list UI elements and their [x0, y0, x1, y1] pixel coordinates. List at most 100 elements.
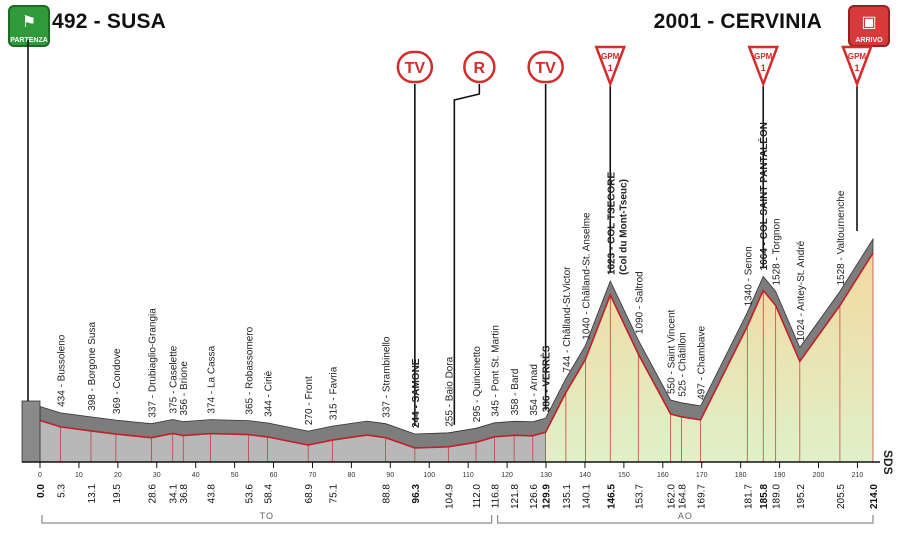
place-label: 337 - Strambinello — [382, 336, 393, 418]
x-tick-label: 140 — [579, 472, 591, 479]
place-label: 375 - Caselette — [169, 345, 180, 413]
km-label: 88.8 — [382, 484, 393, 504]
x-tick-label: 210 — [852, 472, 864, 479]
finish-flag-icon: ▣ — [861, 14, 877, 31]
km-label: 5.3 — [57, 484, 68, 498]
place-label: 315 - Favria — [328, 366, 339, 420]
place-label: 434 - Bussoleno — [57, 334, 68, 407]
x-tick-label: 180 — [735, 472, 747, 479]
gpm-icon — [594, 45, 627, 88]
place-label: 1528 - Valtournenche — [836, 190, 847, 285]
place-label: 354 - Arnad — [529, 364, 540, 416]
gpm-category: 1 — [761, 63, 766, 73]
place-label: 369 - Condove — [112, 348, 123, 414]
gpm-category: 1 — [854, 63, 859, 73]
place-label: 1664 - COL SAINT PANTALÉON — [757, 122, 770, 270]
place-label: 1024 - Antey-St. André — [796, 240, 807, 341]
x-tick-label: 190 — [774, 472, 786, 479]
place-label: 374 - La Cassa — [207, 345, 218, 413]
km-label: 185.8 — [759, 484, 770, 509]
finish-title: 2001 - CERVINIA — [653, 10, 822, 33]
place-sublabel: (Col du Mont-Tseuc) — [618, 179, 629, 275]
place-label: 1340 - Senon — [743, 246, 754, 306]
marker-r-label: R — [474, 60, 486, 77]
km-label: 135.1 — [562, 484, 573, 509]
x-tick-label: 110 — [463, 472, 474, 479]
x-tick-label: 160 — [657, 472, 669, 479]
region-label: TO — [260, 511, 274, 521]
km-label: 28.6 — [147, 484, 158, 504]
km-label: 13.1 — [87, 484, 98, 504]
marker-leader — [453, 84, 481, 425]
x-tick-label: 80 — [348, 472, 356, 479]
x-tick-label: 70 — [309, 472, 317, 479]
km-label: 75.1 — [328, 484, 339, 504]
place-label: 244 - SAMONE — [411, 358, 422, 428]
place-label: 344 - Ciriè — [263, 370, 274, 417]
km-label: 214.0 — [869, 484, 880, 509]
km-label: 112.0 — [472, 484, 483, 509]
place-label: 497 - Chambave — [697, 326, 708, 400]
place-label: 1528 - Torgnon — [772, 218, 783, 285]
km-label: 195.2 — [796, 484, 807, 509]
km-label: 140.1 — [581, 484, 592, 509]
gpm-icon — [841, 45, 873, 88]
profile-start-block — [21, 400, 41, 463]
profile-area-climb — [545, 253, 873, 462]
profile-line — [39, 252, 874, 449]
x-tick-label: 50 — [231, 472, 239, 479]
finish-badge-label: ARRIVO — [855, 37, 883, 44]
gpm-label: GPM — [601, 52, 620, 61]
marker-tv-label: TV — [405, 60, 426, 77]
place-label: 356 - Brione — [179, 361, 190, 416]
x-tick-label: 40 — [192, 472, 200, 479]
place-label: 398 - Borgone Susa — [87, 322, 98, 411]
x-tick-label: 200 — [813, 472, 825, 479]
x-tick-label: 20 — [114, 472, 122, 479]
region-bracket — [41, 515, 493, 524]
km-label: 104.9 — [444, 484, 455, 509]
x-tick-label: 0 — [38, 472, 42, 479]
place-label: 337 - Drubiaglio-Grangia — [147, 308, 158, 418]
x-tick-label: 120 — [501, 472, 513, 479]
place-label: 365 - Robassomero — [245, 326, 256, 414]
gpm-label: GPM — [754, 52, 773, 61]
place-label: 744 - Châlland-St.Victor — [562, 266, 573, 373]
start-title: 492 - SUSA — [52, 10, 167, 33]
x-tick-label: 90 — [386, 472, 394, 479]
x-tick-label: 130 — [540, 472, 552, 479]
side-label: SDS — [881, 450, 895, 475]
place-label: 1040 - Châlland-St. Anselme — [581, 212, 592, 340]
place-label: 270 - Front — [304, 376, 315, 425]
place-label: 1623 - COL TSECORE — [606, 171, 617, 275]
marker-r-icon — [463, 50, 496, 84]
region-label: AO — [678, 511, 693, 521]
km-label: 43.8 — [207, 484, 218, 504]
marker-tv-icon — [527, 50, 564, 84]
x-tick-label: 30 — [153, 472, 161, 479]
place-label: 525 - Châtillon — [678, 332, 689, 396]
place-label: 550 - Saint Vincent — [667, 309, 678, 394]
km-label: 0.0 — [36, 484, 47, 498]
gpm-icon — [747, 45, 780, 88]
km-label: 169.7 — [697, 484, 708, 509]
km-label: 36.8 — [179, 484, 190, 504]
km-label: 96.3 — [411, 484, 422, 504]
km-label: 129.9 — [542, 484, 553, 509]
profile-area-flat — [40, 420, 546, 462]
km-label: 58.4 — [263, 484, 274, 504]
km-label: 181.7 — [743, 484, 754, 509]
km-label: 205.5 — [836, 484, 847, 509]
km-label: 34.1 — [169, 484, 180, 504]
x-tick-label: 150 — [618, 472, 630, 479]
km-label: 116.8 — [491, 484, 502, 509]
km-label: 68.9 — [304, 484, 315, 504]
marker-tv-icon — [396, 50, 434, 84]
gpm-label: GPM — [848, 52, 867, 61]
km-label: 146.5 — [606, 484, 617, 509]
start-badge-label: PARTENZA — [10, 37, 48, 44]
place-label: 386 - VERRÈS — [540, 345, 553, 412]
place-label: 255 - Baio Dora — [444, 356, 455, 426]
